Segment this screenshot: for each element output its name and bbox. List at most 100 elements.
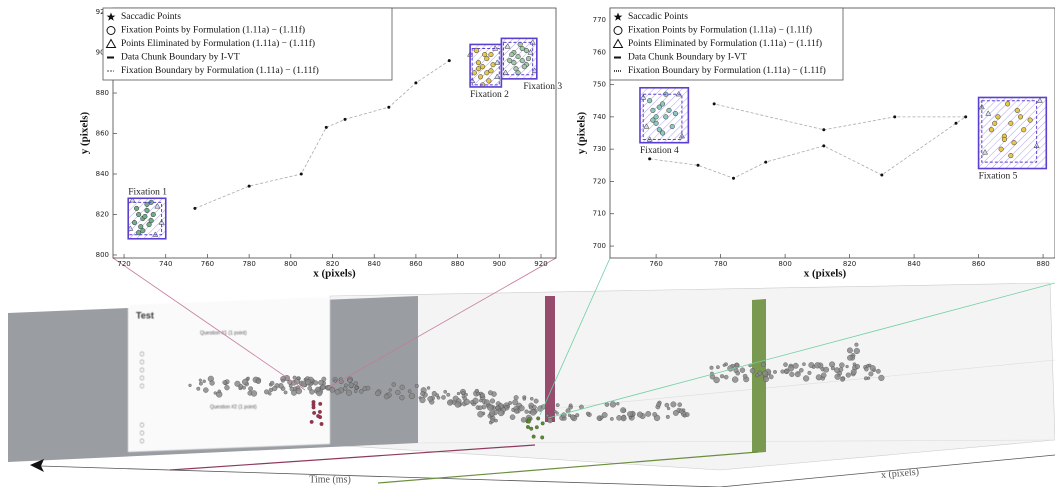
gaze-blob — [534, 399, 538, 403]
gaze-blob — [408, 390, 411, 393]
gaze-blob — [305, 379, 311, 385]
x-tick-label: 780 — [714, 260, 727, 268]
gaze-blob — [710, 366, 714, 370]
fixation-point — [670, 124, 675, 129]
gaze-blob — [441, 395, 445, 399]
gaze-blob — [464, 399, 470, 405]
fixation-point — [132, 220, 137, 225]
saccade-point — [764, 161, 767, 164]
gaze-blob — [490, 419, 494, 423]
fixation-point — [673, 111, 678, 116]
saccade-point — [300, 172, 303, 175]
chart-left: 7207407607808008208408608809009208008208… — [79, 8, 563, 280]
time-arrow — [30, 459, 44, 472]
gaze-blob — [507, 405, 510, 408]
gaze-blob — [489, 410, 495, 416]
gaze-blob — [829, 362, 835, 368]
gaze-blob — [395, 390, 400, 395]
gaze-blob — [532, 435, 536, 439]
gaze-blob — [529, 427, 533, 431]
legend-label: Data Chunk Boundary by I-VT — [628, 53, 747, 63]
gaze-blob — [320, 422, 324, 426]
fixation-point — [667, 108, 672, 113]
fixation-point — [647, 98, 652, 103]
fixation-point — [151, 212, 156, 217]
gaze-blob — [355, 386, 358, 389]
gaze-blob — [789, 372, 794, 377]
y-axis-label: y (pixels) — [79, 111, 91, 154]
gaze-blob — [316, 414, 320, 418]
gaze-blob — [600, 416, 603, 419]
gaze-blob — [494, 419, 497, 422]
gaze-blob — [318, 410, 322, 414]
fixation-point — [1005, 102, 1010, 107]
gaze-blob — [610, 401, 616, 407]
fixation-label: Fixation 4 — [640, 146, 679, 156]
y-tick-label: 710 — [593, 210, 606, 218]
gaze-blob — [409, 393, 415, 399]
screen-question: Question #2 (1 point) — [210, 404, 257, 410]
gaze-blob — [783, 363, 787, 367]
gaze-blob — [256, 379, 261, 384]
gaze-blob — [313, 380, 318, 385]
legend-label: Saccadic Points — [121, 12, 181, 22]
gaze-blob — [532, 405, 536, 409]
x-tick-label: 880 — [451, 260, 464, 268]
gaze-blob — [189, 384, 192, 387]
saccade-point — [325, 126, 328, 129]
fixation-point — [487, 79, 492, 84]
gaze-blob — [343, 386, 347, 390]
x-tick-label: 860 — [972, 260, 985, 268]
gaze-blob — [821, 373, 826, 378]
gaze-blob — [462, 391, 465, 394]
fixation-point — [480, 64, 485, 69]
gaze-blob — [437, 396, 440, 399]
gaze-blob — [318, 380, 323, 385]
gaze-blob — [359, 389, 363, 393]
y-tick-label: 700 — [593, 242, 606, 250]
gaze-blob — [348, 378, 352, 382]
gaze-blob — [470, 400, 474, 404]
gaze-blob — [716, 365, 719, 368]
gaze-blob — [521, 417, 526, 422]
gaze-blob — [732, 377, 738, 383]
gaze-blob — [802, 363, 805, 366]
gaze-blob — [447, 393, 450, 396]
gaze-blob — [568, 414, 571, 417]
gaze-blob — [281, 379, 284, 382]
gaze-blob — [415, 384, 419, 388]
gaze-blob — [723, 364, 726, 367]
fixation-point — [1009, 121, 1014, 126]
screen-question: Question #1 (1 point) — [200, 330, 247, 336]
gaze-blob — [815, 362, 821, 368]
gaze-blob — [525, 410, 529, 414]
gaze-blob — [264, 390, 269, 395]
gaze-blob — [714, 377, 720, 383]
x-tick-label: 780 — [242, 260, 255, 268]
gaze-blob — [627, 411, 632, 416]
gaze-blob — [616, 415, 621, 420]
x-tick-label: 720 — [117, 260, 130, 268]
gaze-blob — [519, 405, 525, 411]
gaze-blob — [526, 425, 530, 429]
x-axis-label: x (pixels) — [313, 268, 356, 280]
fixation-point — [143, 214, 148, 219]
x-tick-label: 740 — [159, 260, 172, 268]
gaze-blob — [535, 425, 539, 429]
gaze-blob — [420, 397, 426, 403]
gaze-blob — [432, 391, 437, 396]
fixation-point — [141, 228, 146, 233]
gaze-blob — [750, 368, 755, 373]
gaze-blob — [867, 377, 870, 380]
gaze-blob — [366, 386, 370, 390]
gaze-blob — [683, 414, 686, 417]
fixation-point — [1012, 140, 1017, 145]
saccade-point — [893, 115, 896, 118]
gaze-blob — [375, 391, 380, 396]
gaze-blob — [427, 386, 430, 389]
gaze-blob — [514, 395, 519, 400]
gaze-blob — [610, 417, 613, 420]
gaze-blob — [523, 398, 526, 401]
gaze-blob — [855, 343, 859, 347]
fixation-point — [476, 60, 481, 65]
